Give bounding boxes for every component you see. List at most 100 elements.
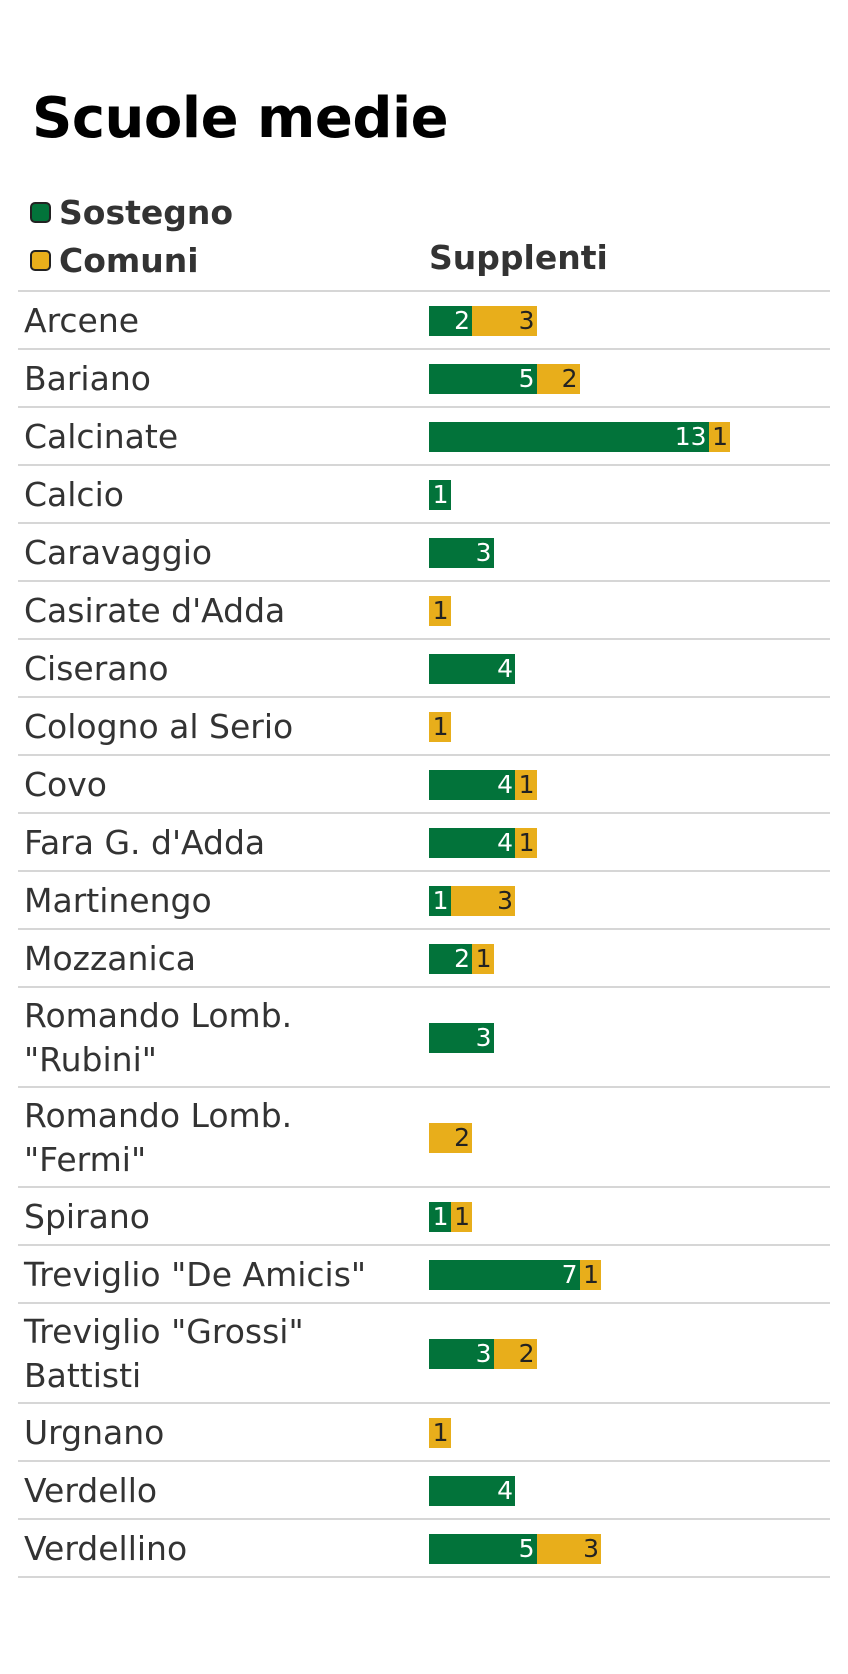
table-row: Covo 4 1 [18, 756, 830, 814]
row-label-romando-lomb-rubini: Romando Lomb. "Rubini" [24, 996, 293, 1079]
data-label-comuni: 2 [561, 364, 578, 393]
chart-title: Scuole medie [32, 86, 449, 151]
bar-segment-comuni [429, 596, 451, 626]
row-label-ciserano: Ciserano [24, 649, 169, 688]
row-label-verdello: Verdello [24, 1471, 158, 1510]
table-row: Verdellino 5 3 [18, 1520, 830, 1578]
row-label-fara-g-d-adda: Fara G. d'Adda [24, 823, 266, 862]
data-label-sostegno: 2 [454, 944, 470, 973]
bar-segment-comuni [515, 770, 537, 800]
table-row: Calcinate 13 1 [18, 408, 830, 466]
bar-segment-comuni [472, 306, 537, 336]
table-row: Ciserano 4 [18, 640, 830, 698]
data-label-comuni: 2 [454, 1123, 470, 1152]
legend-label-comuni: Comuni [59, 240, 199, 280]
bar-segment-sostegno [429, 538, 494, 568]
data-label-sostegno: 3 [475, 538, 492, 567]
data-label-sostegno: 1 [432, 886, 449, 915]
table-row: Fara G. d'Adda 4 1 [18, 814, 830, 872]
chart-table: Arcene 2 3 Bariano 5 2 Calcinate 13 1 Calcio 1 Cara… [18, 290, 830, 1578]
table-row: Treviglio "Grossi" Battisti 3 2 [18, 1304, 830, 1404]
legend-item-comuni: Comuni [30, 236, 233, 284]
data-label-comuni: 1 [432, 1418, 449, 1447]
data-label-comuni: 1 [432, 596, 449, 625]
table-row: Martinengo 1 3 [18, 872, 830, 930]
data-label-sostegno: 1 [432, 480, 449, 509]
table-row: Treviglio "De Amicis" 7 1 [18, 1246, 830, 1304]
row-label-romando-lomb-fermi: Romando Lomb. "Fermi" [24, 1096, 293, 1179]
table-row: Spirano 1 1 [18, 1188, 830, 1246]
bar-segment-comuni [429, 712, 451, 742]
bar-segment-sostegno [429, 1339, 494, 1369]
row-label-mozzanica: Mozzanica [24, 939, 196, 978]
row-label-verdellino: Verdellino [24, 1529, 188, 1568]
row-label-calcinate: Calcinate [24, 417, 179, 456]
bar-segment-comuni [515, 828, 537, 858]
data-label-comuni: 1 [583, 1260, 599, 1289]
data-label-comuni: 1 [475, 944, 492, 973]
bar-segment-sostegno [429, 306, 472, 336]
row-label-treviglio-grossi-battisti: Treviglio "Grossi" Battisti [24, 1312, 304, 1395]
data-label-sostegno: 1 [432, 1202, 449, 1231]
legend-label-sostegno: Sostegno [59, 192, 234, 232]
row-label-martinengo: Martinengo [24, 881, 212, 920]
row-label-arcene: Arcene [24, 301, 140, 340]
row-label-casirate-d-adda: Casirate d'Adda [24, 591, 286, 630]
legend-item-sostegno: Sostegno [30, 188, 233, 236]
data-label-comuni: 1 [518, 770, 535, 799]
data-label-sostegno: 5 [518, 1534, 535, 1563]
row-label-calcio: Calcio [24, 475, 124, 514]
bar-segment-comuni [708, 422, 730, 452]
data-label-comuni: 2 [518, 1339, 535, 1368]
table-row: Romando Lomb. "Rubini" 3 [18, 988, 830, 1088]
bar-segment-comuni [450, 886, 515, 916]
data-label-sostegno: 3 [475, 1023, 492, 1052]
table-row: Urgnano 1 [18, 1404, 830, 1462]
bar-segment-sostegno [429, 422, 709, 452]
data-label-sostegno: 4 [497, 654, 513, 683]
data-label-comuni: 3 [583, 1534, 599, 1563]
bar-segment-comuni [429, 1123, 472, 1153]
bar-segment-sostegno [429, 480, 451, 510]
row-label-bariano: Bariano [24, 359, 151, 398]
bar-segment-sostegno [429, 1260, 580, 1290]
table-row: Mozzanica 2 1 [18, 930, 830, 988]
data-label-sostegno: 4 [497, 828, 513, 857]
data-label-sostegno: 7 [561, 1260, 578, 1289]
bar-segment-sostegno [429, 1476, 515, 1506]
table-row: Verdello 4 [18, 1462, 830, 1520]
bar-segment-sostegno [429, 886, 451, 916]
data-label-comuni: 1 [518, 828, 535, 857]
data-label-comuni: 1 [432, 712, 449, 741]
data-label-sostegno: 4 [497, 1476, 513, 1505]
data-label-sostegno: 2 [454, 306, 470, 335]
bar-segment-sostegno [429, 1534, 537, 1564]
bar-segment-comuni [536, 364, 580, 394]
bar-segment-comuni [579, 1260, 601, 1290]
row-label-covo: Covo [24, 765, 107, 804]
bar-segment-sostegno [429, 828, 515, 858]
row-label-treviglio-de-amicis: Treviglio "De Amicis" [24, 1255, 367, 1294]
data-label-comuni: 3 [497, 886, 513, 915]
table-row: Caravaggio 3 [18, 524, 830, 582]
bar-segment-comuni [429, 1418, 451, 1448]
data-label-comuni: 1 [454, 1202, 470, 1231]
row-label-urgnano: Urgnano [24, 1413, 165, 1452]
table-row: Cologno al Serio 1 [18, 698, 830, 756]
legend-swatch-comuni-icon [30, 249, 51, 271]
bar-segment-comuni [450, 1202, 472, 1232]
table-row: Bariano 5 2 [18, 350, 830, 408]
bar-segment-sostegno [429, 944, 472, 974]
data-label-sostegno: 13 [674, 422, 707, 451]
bar-segment-sostegno [429, 1023, 494, 1053]
table-row: Romando Lomb. "Fermi" 2 [18, 1088, 830, 1188]
row-label-cologno-al-serio: Cologno al Serio [24, 707, 294, 746]
bar-segment-comuni [472, 944, 494, 974]
legend: Sostegno Comuni [30, 188, 233, 284]
bar-segment-sostegno [429, 1202, 451, 1232]
bar-segment-comuni [493, 1339, 537, 1369]
bar-segment-sostegno [429, 654, 515, 684]
data-label-sostegno: 5 [518, 364, 535, 393]
data-label-sostegno: 3 [475, 1339, 492, 1368]
table-row: Calcio 1 [18, 466, 830, 524]
